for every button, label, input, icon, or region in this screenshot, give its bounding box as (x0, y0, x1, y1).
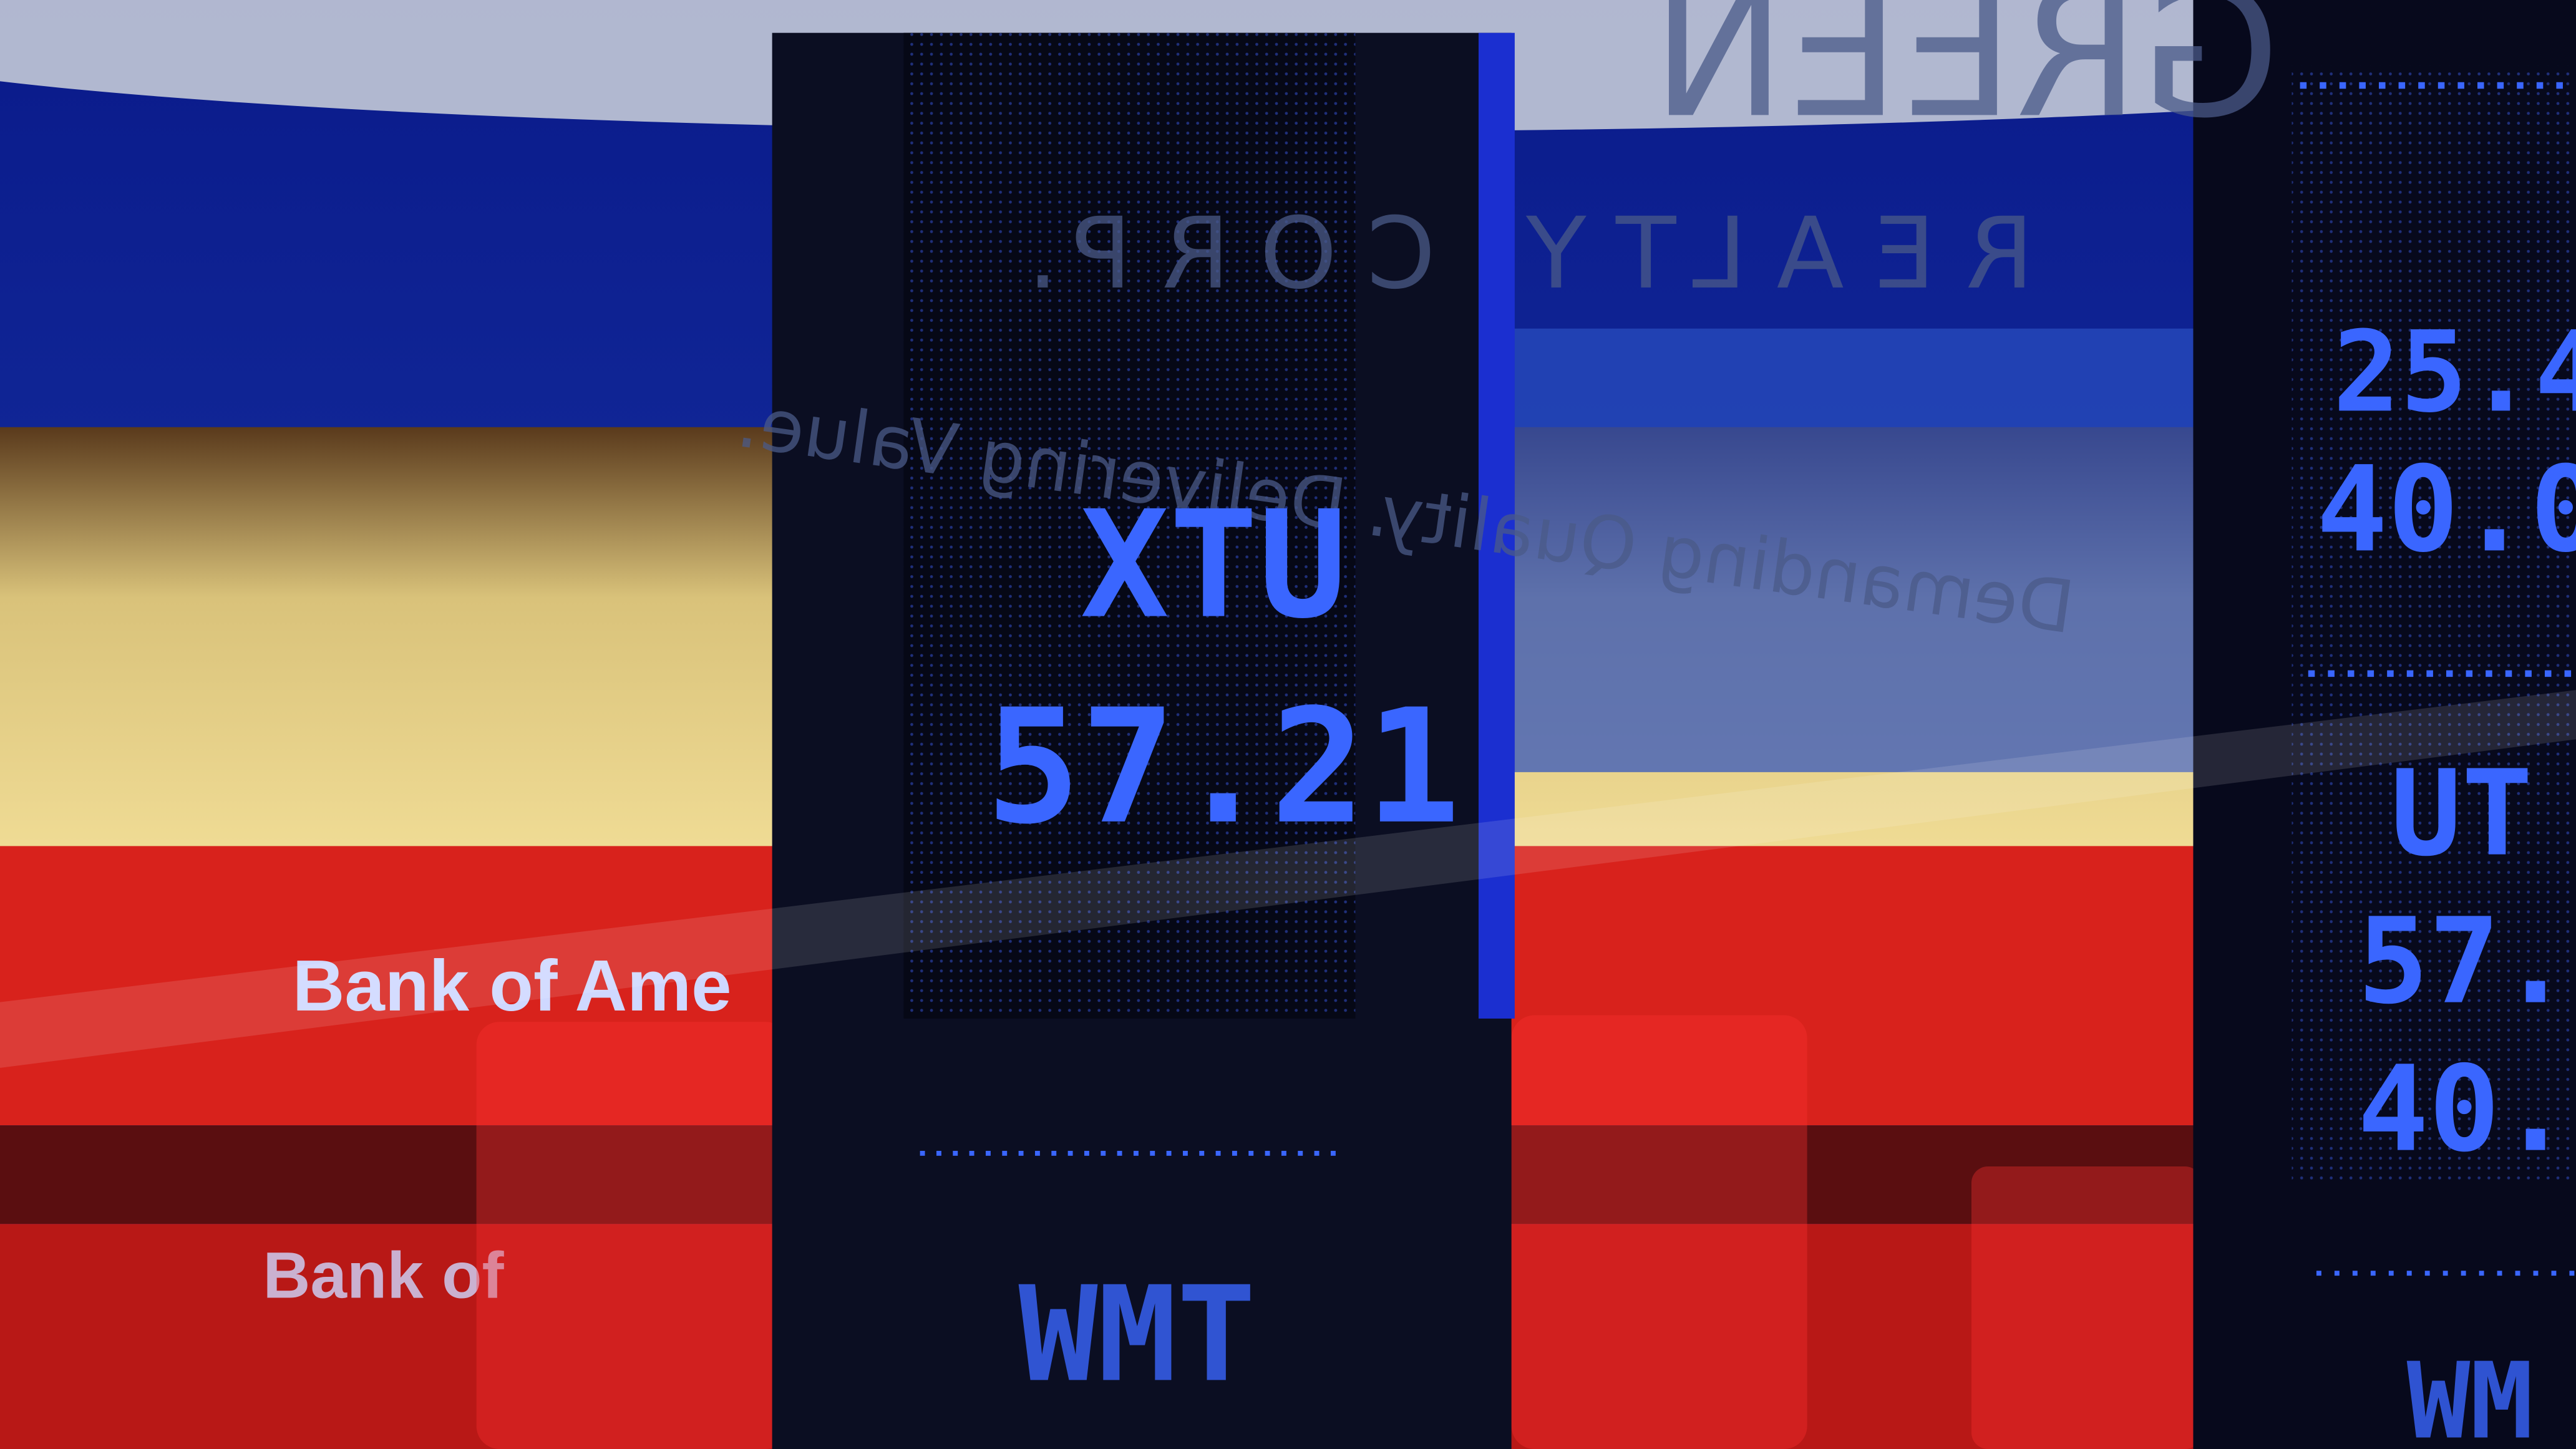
ticker-change: 40.0 (2316, 440, 2576, 578)
glass-panel (1511, 1015, 1807, 1449)
sign: Bank of (263, 1239, 504, 1312)
ticker-symbol: UTX (1080, 479, 1347, 651)
glass-panel (476, 1022, 789, 1449)
window (1511, 328, 2202, 772)
sign: Bank of Ame (293, 945, 732, 1026)
company: REALTY CORP. (998, 196, 2034, 311)
ticker-symbol: UTX (1080, 479, 1347, 651)
brand: GREEN (1651, 0, 2280, 158)
ticker-next: WM (2407, 1340, 2534, 1449)
led-dots (903, 32, 1356, 1019)
ticker-price: 25.4 (2333, 308, 2576, 437)
ticker-price: 57.2 (2358, 893, 2576, 1030)
ticker-next: WMT (1019, 1258, 1256, 1411)
column-edge (1478, 32, 1515, 1019)
ticker-change: 40. (2358, 1040, 2571, 1178)
ticker-symbol: UT (2390, 745, 2532, 883)
glare (0, 690, 2576, 1068)
led-dots (2292, 65, 2576, 1183)
glass-panel (1971, 1166, 2202, 1449)
ticker-price: 57.21 (986, 675, 1461, 859)
